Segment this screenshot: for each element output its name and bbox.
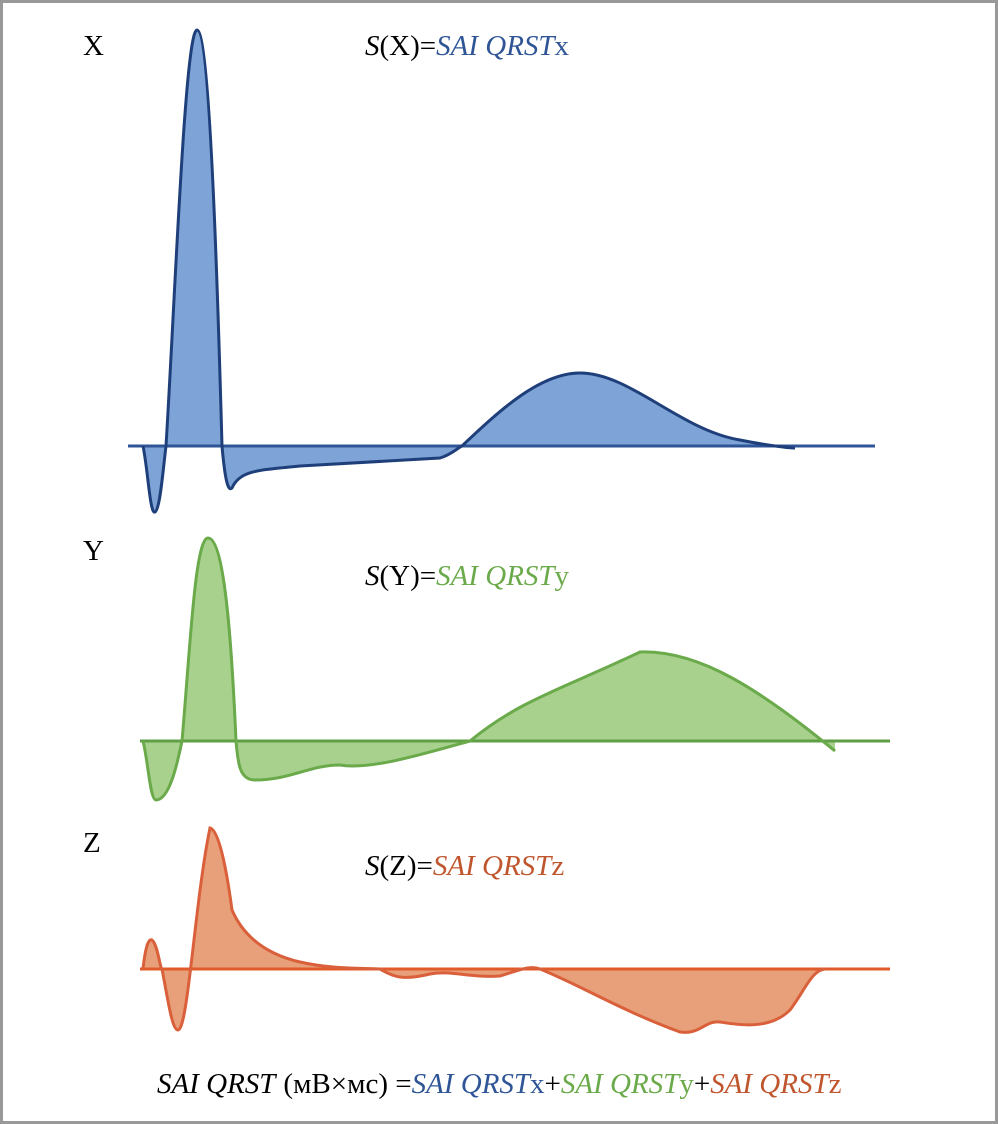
footer-part: x: [530, 1068, 545, 1100]
footer-part: y: [679, 1068, 694, 1100]
footer-part: +: [545, 1068, 561, 1100]
wave-z: [141, 826, 826, 1034]
formula: S(X)=SAI QRSTx: [365, 30, 570, 62]
wave-x: [141, 28, 796, 514]
formula-part: SAI QRST: [433, 850, 553, 882]
formula-part: S: [365, 850, 380, 882]
footer-formula: SAI QRST (мВ×мс) =SAI QRSTx+SAI QRSTy+SAI…: [157, 1068, 842, 1100]
footer-part: SAI QRST: [710, 1068, 830, 1100]
formula: S(Y)=SAI QRSTy: [365, 560, 570, 592]
panel-label: Z: [83, 827, 101, 859]
wave-z-fill: [143, 828, 825, 1033]
footer-part: SAI QRST: [561, 1068, 681, 1100]
wave-y-fill: [143, 538, 835, 800]
formula-part: (Z)=: [380, 850, 433, 882]
panel-label: Y: [83, 535, 104, 567]
formula-part: y: [555, 560, 570, 592]
panel-label: X: [83, 30, 104, 62]
formula-part: S: [365, 30, 380, 62]
footer-part: SAI QRST: [412, 1068, 532, 1100]
formula-part: SAI QRST: [436, 560, 556, 592]
formula: S(Z)=SAI QRSTz: [365, 850, 564, 882]
footer-part: (мВ×мс) =: [283, 1068, 411, 1100]
formula-part: z: [551, 850, 564, 882]
formula-part: S: [365, 560, 380, 592]
formula-part: (X)=: [380, 30, 437, 62]
formula-part: (Y)=: [380, 560, 437, 592]
formula-part: x: [555, 30, 570, 62]
footer-part: z: [829, 1068, 842, 1100]
footer-part: SAI QRST: [157, 1068, 277, 1100]
wave-x-fill: [143, 30, 795, 513]
formula-part: SAI QRST: [436, 30, 556, 62]
footer-part: +: [694, 1068, 710, 1100]
wave-y: [141, 536, 836, 802]
